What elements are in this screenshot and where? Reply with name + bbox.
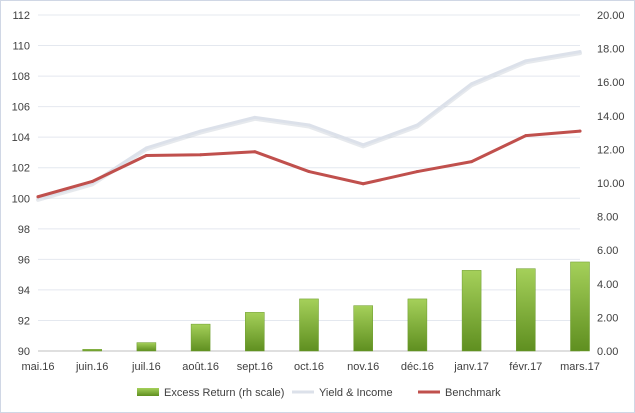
point-yield-income bbox=[199, 129, 203, 133]
point-benchmark bbox=[199, 153, 203, 157]
point-yield-income bbox=[361, 143, 365, 147]
point-benchmark bbox=[253, 150, 257, 154]
x-axis-tick-label: août.16 bbox=[182, 361, 219, 373]
point-benchmark bbox=[524, 134, 528, 138]
x-axis-tick-label: févr.17 bbox=[509, 361, 542, 373]
right-axis-tick-label: 8.00 bbox=[597, 212, 618, 224]
x-axis-tick-label: déc.16 bbox=[401, 361, 434, 373]
x-axis: mai.16 juin.16 juil.16 août.16 sept.16 oct.16… bbox=[21, 361, 599, 373]
left-axis-tick-label: 102 bbox=[12, 163, 30, 175]
right-axis-tick-label: 4.00 bbox=[597, 279, 618, 291]
x-axis-tick-label: nov.16 bbox=[347, 361, 379, 373]
x-axis-tick-label: oct.16 bbox=[294, 361, 324, 373]
x-axis-tick-label: mars.17 bbox=[560, 361, 600, 373]
bar-excess-return bbox=[461, 270, 482, 352]
left-axis-tick-label: 90 bbox=[18, 346, 30, 358]
point-benchmark bbox=[307, 170, 311, 174]
right-axis-tick-label: 10.00 bbox=[597, 178, 625, 190]
right-axis-tick-label: 14.00 bbox=[597, 111, 625, 123]
point-benchmark bbox=[578, 129, 582, 133]
left-axis-tick-label: 92 bbox=[18, 315, 30, 327]
bar-excess-return bbox=[570, 261, 590, 352]
legend-label: Benchmark bbox=[445, 387, 501, 399]
x-axis-tick-label: sept.16 bbox=[237, 361, 273, 373]
left-axis-tick-label: 100 bbox=[12, 193, 30, 205]
bar-excess-return bbox=[353, 305, 373, 352]
point-yield-income bbox=[470, 82, 474, 86]
bar-excess-return bbox=[190, 323, 211, 352]
x-axis-tick-label: mai.16 bbox=[21, 361, 54, 373]
point-yield-income bbox=[307, 123, 311, 127]
left-axis-tick-label: 110 bbox=[12, 41, 30, 53]
bar-excess-return bbox=[136, 342, 157, 352]
right-axis-tick-label: 2.00 bbox=[597, 312, 618, 324]
left-axis-tick-label: 112 bbox=[12, 10, 30, 22]
left-axis-tick-label: 96 bbox=[18, 254, 30, 266]
point-yield-income bbox=[253, 115, 257, 119]
left-axis-tick-label: 94 bbox=[18, 285, 30, 297]
left-axis-tick-label: 108 bbox=[12, 71, 30, 83]
legend-item-benchmark: Benchmark bbox=[418, 387, 501, 399]
point-yield-income bbox=[578, 50, 582, 54]
x-axis-tick-label: janv.17 bbox=[453, 361, 489, 373]
left-axis-tick-label: 98 bbox=[18, 224, 30, 236]
right-axis-tick-label: 16.00 bbox=[597, 77, 625, 89]
point-benchmark bbox=[36, 195, 40, 199]
point-yield-income bbox=[415, 123, 419, 127]
bar-excess-return bbox=[407, 298, 428, 352]
left-axis-tick-label: 104 bbox=[12, 132, 30, 144]
legend-item-excess-return-rh-scale: Excess Return (rh scale) bbox=[137, 387, 284, 399]
point-benchmark bbox=[361, 182, 365, 186]
legend-label: Excess Return (rh scale) bbox=[164, 387, 284, 399]
right-axis-tick-label: 20.00 bbox=[597, 10, 625, 22]
bar-excess-return bbox=[299, 298, 319, 352]
right-axis: 0.00 2.00 4.00 6.00 8.00 10.00 12.00 14.00 16.00… bbox=[597, 10, 625, 358]
point-benchmark bbox=[415, 170, 419, 174]
right-axis-tick-label: 12.00 bbox=[597, 144, 625, 156]
gridlines bbox=[38, 14, 580, 352]
right-axis-tick-label: 0.00 bbox=[597, 346, 618, 358]
legend-swatch bbox=[137, 388, 159, 396]
legend-item-yield-income: Yield & Income bbox=[292, 387, 393, 399]
bar-excess-return bbox=[516, 268, 536, 352]
point-benchmark bbox=[144, 154, 148, 158]
point-benchmark bbox=[470, 160, 474, 164]
x-axis-tick-label: juil.16 bbox=[131, 361, 161, 373]
left-axis: 90 92 94 96 98 100 102 104 106 108 110 112 bbox=[12, 10, 30, 358]
right-axis-tick-label: 18.00 bbox=[597, 44, 625, 56]
point-yield-income bbox=[144, 146, 148, 150]
legend: Excess Return (rh scale) Yield & Income Be… bbox=[137, 387, 501, 399]
right-axis-tick-label: 6.00 bbox=[597, 245, 618, 257]
left-axis-tick-label: 106 bbox=[12, 102, 30, 114]
bar-excess-return bbox=[82, 349, 102, 352]
point-yield-income bbox=[524, 59, 528, 63]
legend-label: Yield & Income bbox=[319, 387, 393, 399]
point-benchmark bbox=[90, 179, 94, 183]
bar-excess-return bbox=[245, 312, 265, 352]
x-axis-tick-label: juin.16 bbox=[75, 361, 108, 373]
line-series-group bbox=[36, 50, 582, 202]
bar-series-excess-return bbox=[82, 261, 590, 352]
